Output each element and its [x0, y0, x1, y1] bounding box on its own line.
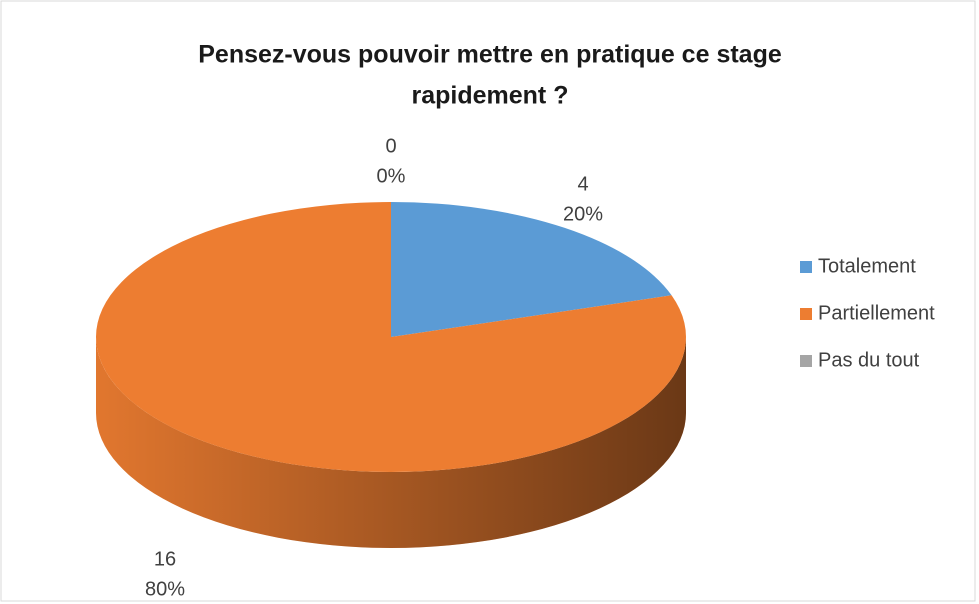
data-label: 4 — [577, 173, 588, 195]
slice — [391, 202, 672, 337]
legend-swatch — [800, 261, 812, 273]
slice-side-shade — [96, 337, 686, 548]
legend-label: Pas du tout — [818, 349, 920, 371]
data-label-percent: 20% — [563, 203, 603, 225]
legend-swatch — [800, 355, 812, 367]
legend-swatch — [800, 308, 812, 320]
legend-label: Partiellement — [818, 302, 935, 324]
data-label-percent: 80% — [145, 578, 185, 600]
data-label: 16 — [154, 548, 176, 570]
legend-label: Totalement — [818, 255, 916, 277]
chart-title: Pensez-vous pouvoir mettre en pratique c… — [198, 41, 782, 69]
data-label: 0 — [385, 135, 396, 157]
chart-title: rapidement ? — [412, 82, 569, 110]
data-label-percent: 0% — [377, 165, 406, 187]
slice — [95, 202, 686, 473]
